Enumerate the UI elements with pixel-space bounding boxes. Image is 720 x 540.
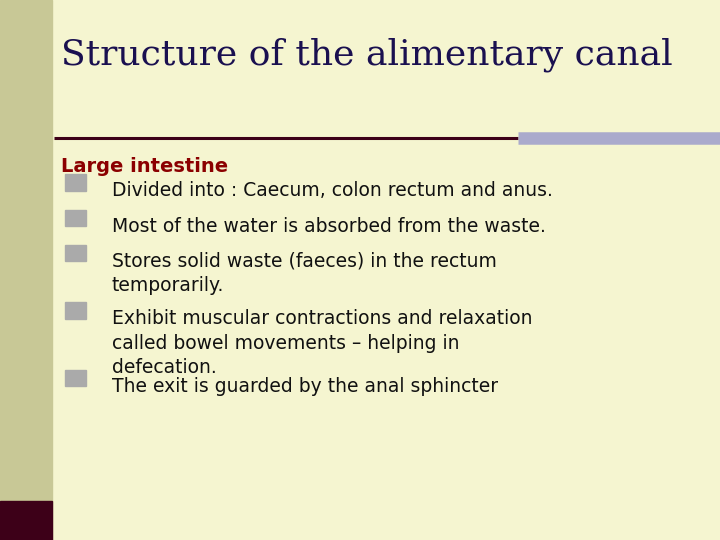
Bar	[65, 370, 86, 386]
Bar	[65, 302, 86, 319]
Text: Divided into : Caecum, colon rectum and anus.: Divided into : Caecum, colon rectum and …	[112, 181, 552, 200]
Text: Large intestine: Large intestine	[61, 157, 228, 176]
Text: The exit is guarded by the anal sphincter: The exit is guarded by the anal sphincte…	[112, 377, 498, 396]
Bar	[65, 210, 86, 226]
Text: Structure of the alimentary canal: Structure of the alimentary canal	[61, 38, 673, 72]
Bar	[0, 501, 52, 540]
Bar	[65, 174, 86, 191]
Bar	[65, 245, 86, 261]
Text: Stores solid waste (faeces) in the rectum
temporarily.: Stores solid waste (faeces) in the rectu…	[112, 252, 497, 295]
Bar	[0, 0, 52, 540]
Text: Exhibit muscular contractions and relaxation
called bowel movements – helping in: Exhibit muscular contractions and relaxa…	[112, 309, 532, 377]
Text: Most of the water is absorbed from the waste.: Most of the water is absorbed from the w…	[112, 217, 546, 235]
